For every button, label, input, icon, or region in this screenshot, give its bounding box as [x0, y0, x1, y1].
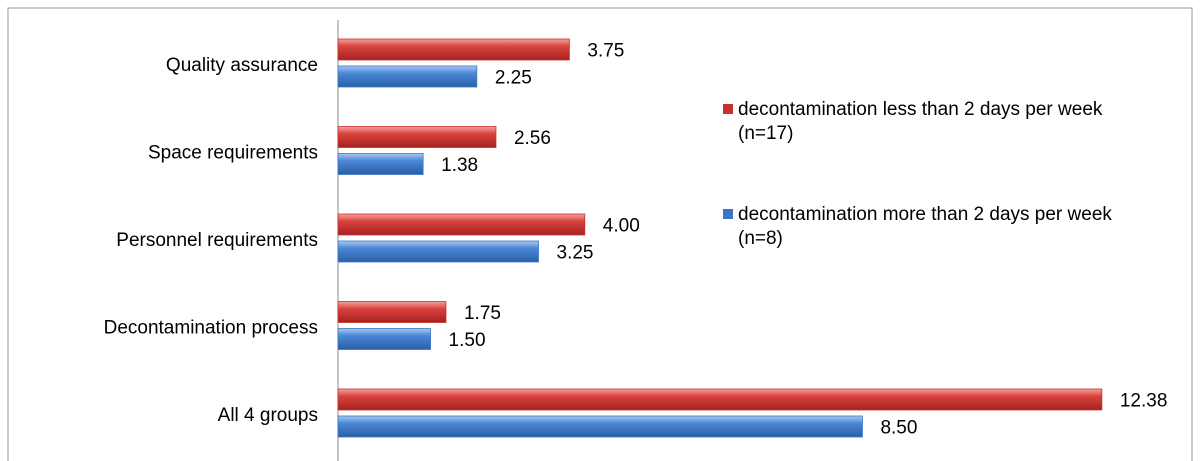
bar — [337, 388, 1103, 411]
y-tick-label: All 4 groups — [218, 405, 318, 426]
data-label: 2.25 — [495, 68, 532, 89]
data-label: 1.75 — [464, 303, 501, 324]
bar — [337, 65, 478, 88]
bar — [337, 213, 586, 236]
data-label: 8.50 — [880, 418, 917, 439]
legend-item: decontamination less than 2 days per wee… — [723, 98, 1128, 146]
y-tick-label: Quality assurance — [166, 55, 318, 76]
data-label: 12.38 — [1120, 391, 1168, 412]
bar — [337, 415, 863, 438]
bar — [337, 153, 424, 175]
legend-swatch — [723, 104, 733, 114]
bar — [337, 126, 497, 148]
data-label: 3.25 — [557, 243, 594, 264]
legend-label: decontamination more than 2 days per wee… — [738, 204, 1112, 249]
bar — [337, 328, 431, 350]
bar — [337, 301, 447, 323]
y-tick-label: Decontamination process — [104, 318, 318, 339]
bar — [337, 38, 570, 61]
legend-label: decontamination less than 2 days per wee… — [738, 99, 1103, 144]
data-label: 4.00 — [603, 216, 640, 237]
legend-item: decontamination more than 2 days per wee… — [723, 203, 1128, 251]
y-tick-label: Space requirements — [148, 143, 318, 164]
frame — [7, 7, 1193, 461]
data-label: 3.75 — [587, 41, 624, 62]
y-tick-label: Personnel requirements — [116, 230, 318, 251]
legend-swatch — [723, 209, 733, 219]
bar — [337, 240, 539, 263]
data-label: 2.56 — [514, 128, 551, 149]
data-label: 1.50 — [449, 330, 486, 351]
data-label: 1.38 — [441, 155, 478, 176]
